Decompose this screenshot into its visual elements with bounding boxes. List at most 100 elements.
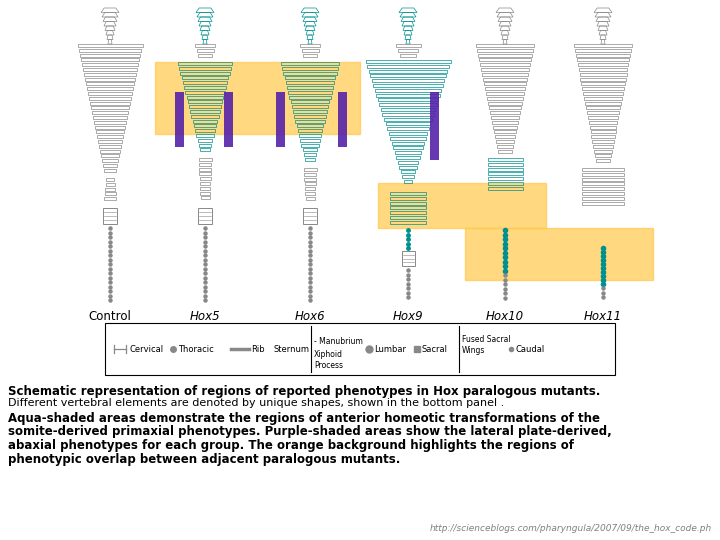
Text: Hox11: Hox11 <box>584 310 622 323</box>
Bar <box>300 139 320 142</box>
Bar <box>382 113 433 116</box>
Bar <box>105 323 615 375</box>
Bar <box>200 187 210 190</box>
Bar <box>81 63 138 66</box>
Text: Fused Sacral: Fused Sacral <box>462 335 510 343</box>
Bar <box>390 192 426 195</box>
Bar <box>487 167 523 171</box>
Bar <box>404 180 412 183</box>
Bar <box>430 92 439 160</box>
Bar <box>586 106 620 110</box>
Text: Cervical: Cervical <box>129 345 163 354</box>
Bar <box>377 93 440 97</box>
Bar <box>489 106 521 110</box>
Bar <box>105 187 115 191</box>
Bar <box>86 87 133 90</box>
Bar <box>199 144 211 146</box>
Bar <box>293 110 327 113</box>
Bar <box>582 192 624 195</box>
Bar <box>595 154 611 157</box>
Bar <box>366 60 451 63</box>
Bar <box>585 102 621 105</box>
Bar <box>485 87 525 90</box>
Bar <box>577 58 629 62</box>
Bar <box>582 168 624 171</box>
Bar <box>580 78 626 80</box>
Bar <box>103 208 117 224</box>
Bar <box>282 67 338 70</box>
Bar <box>390 197 426 200</box>
Bar <box>487 172 523 176</box>
Bar <box>476 44 534 47</box>
Bar <box>284 76 336 79</box>
Bar <box>85 78 135 80</box>
Bar <box>392 141 424 145</box>
Text: Hox6: Hox6 <box>294 310 325 323</box>
Bar <box>199 172 211 176</box>
Bar <box>478 53 532 57</box>
Bar <box>591 135 615 138</box>
Bar <box>302 49 318 52</box>
Bar <box>402 175 413 178</box>
Bar <box>580 73 626 76</box>
Text: abaxial phenotypes for each group. The orange background highlights the regions : abaxial phenotypes for each group. The o… <box>8 439 574 452</box>
Bar <box>106 178 114 181</box>
Bar <box>590 126 616 129</box>
Bar <box>197 49 214 52</box>
Bar <box>487 158 523 161</box>
Bar <box>104 197 116 200</box>
Bar <box>574 44 632 47</box>
Bar <box>199 182 210 185</box>
Bar <box>181 76 228 79</box>
Text: Control: Control <box>89 310 132 323</box>
Bar <box>487 163 523 166</box>
Bar <box>590 130 616 133</box>
Bar <box>491 116 519 119</box>
Bar <box>484 83 526 85</box>
Bar <box>287 86 333 89</box>
Bar <box>184 86 226 89</box>
Bar <box>94 121 126 124</box>
Bar <box>495 135 515 138</box>
Bar <box>496 140 514 143</box>
Bar <box>81 58 140 62</box>
Bar <box>294 115 325 118</box>
Bar <box>291 100 330 103</box>
Bar <box>588 116 618 119</box>
Bar <box>98 140 122 143</box>
Bar <box>387 127 429 130</box>
Text: Thoracic: Thoracic <box>178 345 214 354</box>
Bar <box>288 91 332 94</box>
Bar <box>584 97 622 100</box>
Bar <box>498 150 512 153</box>
Text: Lumbar: Lumbar <box>374 345 406 354</box>
Bar <box>487 187 523 190</box>
Bar <box>390 201 426 205</box>
Bar <box>179 67 231 70</box>
Bar <box>390 206 426 210</box>
Text: http://scienceblogs.com/pharyngula/2007/09/the_hox_code.ph: http://scienceblogs.com/pharyngula/2007/… <box>430 524 712 533</box>
Bar <box>582 87 624 90</box>
Bar <box>593 145 613 148</box>
Bar <box>298 129 323 132</box>
Bar <box>83 68 138 71</box>
Bar <box>300 44 320 47</box>
Bar <box>199 177 210 180</box>
Bar <box>188 100 222 103</box>
Bar <box>304 178 316 180</box>
Bar <box>372 79 444 82</box>
Bar <box>200 197 210 199</box>
Bar <box>304 173 316 176</box>
Bar <box>395 151 421 154</box>
Bar <box>305 192 315 195</box>
Bar <box>492 121 518 124</box>
Bar <box>95 126 125 129</box>
Bar <box>199 163 211 166</box>
Bar <box>198 53 212 57</box>
Bar <box>587 111 619 114</box>
Bar <box>304 168 317 171</box>
Bar <box>576 53 630 57</box>
Bar <box>385 123 431 125</box>
Bar <box>480 63 530 66</box>
Bar <box>596 159 610 162</box>
